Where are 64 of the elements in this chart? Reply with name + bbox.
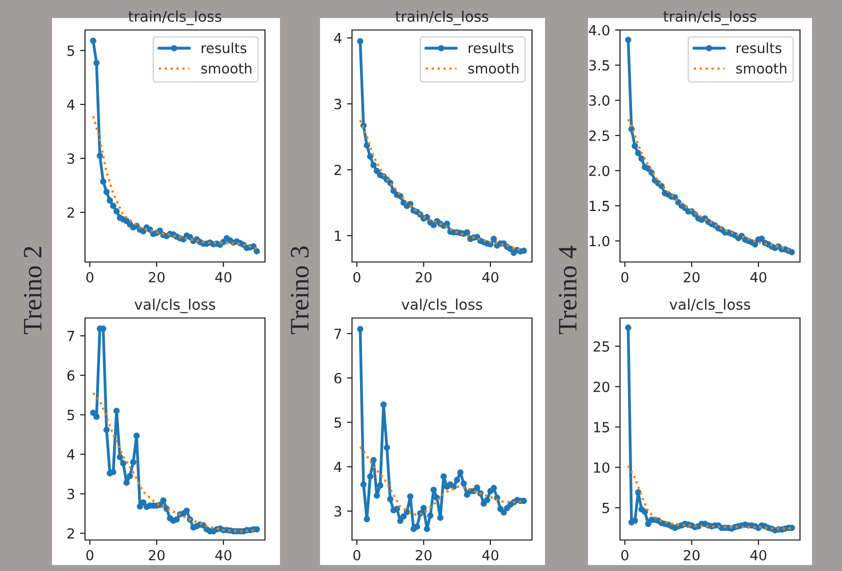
x-tick-label: 0 xyxy=(353,272,360,282)
x-tick-label: 20 xyxy=(684,550,700,560)
y-tick-label: 2 xyxy=(67,528,74,539)
x-tick-label: 40 xyxy=(215,550,232,560)
y-tick-label: 2 xyxy=(67,207,74,218)
legend-label: results xyxy=(468,42,514,54)
x-tick-label: 20 xyxy=(148,550,165,560)
y-tick-label: 15 xyxy=(594,422,610,432)
y-tick-label: 3.5 xyxy=(589,60,610,71)
chart-title: val/cls_loss xyxy=(134,298,216,314)
text: Treino 3 xyxy=(290,246,309,334)
y-tick-label: 6 xyxy=(334,372,342,384)
text: Treino 2 xyxy=(24,246,42,334)
y-tick-label: 20 xyxy=(594,382,610,392)
x-tick-label: 40 xyxy=(215,272,232,282)
text: Treino 4 xyxy=(558,246,577,334)
y-tick-label: 2 xyxy=(334,164,341,176)
y-tick-label: 1.0 xyxy=(590,236,610,246)
chart-title: val/cls_loss xyxy=(670,298,750,314)
chart-title: val/cls_loss xyxy=(402,298,482,314)
legend-label: smooth xyxy=(736,62,786,74)
y-tick-label: 5 xyxy=(334,417,342,428)
chart-title: train/cls_loss xyxy=(395,10,488,26)
y-tick-label: 1.5 xyxy=(590,200,610,212)
y-tick-label: 7 xyxy=(68,330,74,342)
x-tick-label: 20 xyxy=(416,272,432,282)
y-tick-label: 3 xyxy=(334,506,342,517)
x-tick-label: 0 xyxy=(621,272,628,282)
x-tick-label: 40 xyxy=(750,272,766,282)
y-tick-label: 2.0 xyxy=(589,166,610,176)
y-tick-label: 4 xyxy=(67,449,74,460)
y-tick-label: 5 xyxy=(602,502,610,514)
y-tick-label: 6 xyxy=(67,370,74,381)
y-tick-label: 3 xyxy=(68,488,74,500)
y-tick-label: 2.5 xyxy=(589,130,610,141)
y-tick-label: 4.0 xyxy=(588,24,610,36)
y-tick-label: 25 xyxy=(594,341,610,352)
y-tick-label: 1 xyxy=(334,230,341,241)
y-tick-label: 4 xyxy=(334,462,342,472)
x-tick-label: 20 xyxy=(684,272,700,282)
x-tick-label: 20 xyxy=(148,272,165,282)
legend-label: results xyxy=(202,42,246,54)
y-tick-label: 7 xyxy=(334,328,342,339)
legend-label: results xyxy=(736,42,782,54)
x-tick-label: 40 xyxy=(750,550,766,560)
y-tick-label: 4 xyxy=(67,100,74,110)
y-tick-label: 10 xyxy=(594,462,610,473)
chart-title: train/cls_loss xyxy=(128,10,222,26)
y-tick-label: 4 xyxy=(334,33,342,44)
x-tick-label: 20 xyxy=(416,550,432,560)
legend-label: smooth xyxy=(201,62,252,74)
x-tick-label: 0 xyxy=(86,550,94,560)
x-tick-label: 40 xyxy=(482,550,498,560)
y-tick-label: 3.0 xyxy=(589,95,610,106)
x-tick-label: 0 xyxy=(621,550,628,560)
x-tick-label: 0 xyxy=(86,272,94,282)
legend-label: smooth xyxy=(468,62,518,74)
x-tick-label: 0 xyxy=(353,550,360,560)
y-tick-label: 5 xyxy=(68,46,74,56)
x-tick-label: 40 xyxy=(482,272,498,282)
y-tick-label: 3 xyxy=(334,98,342,110)
chart-title: train/cls_loss xyxy=(663,10,756,26)
y-tick-label: 5 xyxy=(68,410,74,420)
y-tick-label: 3 xyxy=(68,153,74,164)
